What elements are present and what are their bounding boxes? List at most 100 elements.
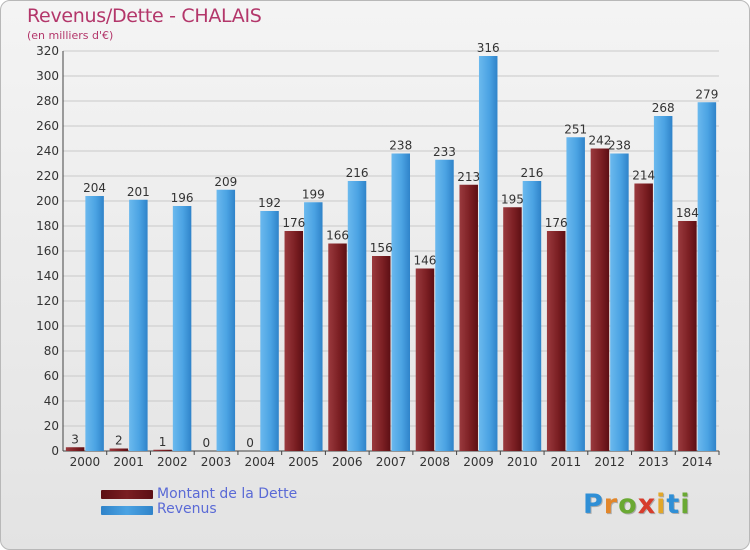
x-tick-label-2001: 2001 bbox=[113, 455, 144, 469]
bar-dette-2014 bbox=[678, 221, 697, 451]
bar-revenus-2004 bbox=[260, 211, 279, 451]
x-tick-label-2013: 2013 bbox=[638, 455, 669, 469]
x-tick-label-2004: 2004 bbox=[245, 455, 276, 469]
logo-letter: i bbox=[680, 489, 691, 520]
bar-dette-2009 bbox=[459, 184, 478, 451]
proxiti-logo: Proxiti bbox=[583, 489, 691, 520]
legend-swatch-dette bbox=[101, 490, 153, 499]
bar-revenus-2007 bbox=[391, 153, 410, 451]
y-tick-label: 140 bbox=[36, 269, 59, 283]
bar-dette-2000 bbox=[65, 447, 85, 451]
data-label-dette-2004: 0 bbox=[246, 436, 254, 450]
bars bbox=[65, 56, 717, 451]
x-tick-label-2014: 2014 bbox=[682, 455, 713, 469]
bar-revenus-2011 bbox=[566, 137, 585, 451]
y-tick-label: 240 bbox=[36, 144, 59, 158]
y-tick-label: 220 bbox=[36, 169, 59, 183]
bar-revenus-2012 bbox=[610, 153, 629, 451]
bar-dette-2010 bbox=[503, 207, 522, 451]
y-tick-label: 120 bbox=[36, 294, 59, 308]
x-tick-label-2006: 2006 bbox=[332, 455, 363, 469]
data-label-dette-2011: 176 bbox=[545, 216, 568, 230]
data-label-dette-2001: 2 bbox=[115, 434, 123, 448]
legend-label-revenus: Revenus bbox=[157, 501, 217, 517]
data-label-revenus-2004: 192 bbox=[258, 196, 281, 210]
data-label-dette-2012: 242 bbox=[588, 134, 611, 148]
y-tick-label: 60 bbox=[44, 369, 59, 383]
x-tick-label-2008: 2008 bbox=[419, 455, 450, 469]
bar-dette-2011 bbox=[546, 231, 566, 451]
data-label-revenus-2011: 251 bbox=[564, 122, 587, 136]
bar-revenus-2008 bbox=[435, 159, 454, 451]
data-label-dette-2010: 195 bbox=[501, 192, 524, 206]
data-label-dette-2006: 166 bbox=[326, 229, 349, 243]
data-label-dette-2002: 1 bbox=[159, 435, 167, 449]
logo-letter: t bbox=[666, 489, 681, 520]
bar-dette-2012 bbox=[590, 148, 610, 451]
y-tick-label: 0 bbox=[51, 444, 59, 458]
data-label-dette-2008: 146 bbox=[414, 254, 437, 268]
legend-label-dette: Montant de la Dette bbox=[157, 486, 298, 502]
y-tick-label: 160 bbox=[36, 244, 59, 258]
data-label-dette-2000: 3 bbox=[71, 432, 79, 446]
x-tick-label-2000: 2000 bbox=[70, 455, 101, 469]
x-tick-label-2011: 2011 bbox=[551, 455, 582, 469]
logo-letter: o bbox=[618, 489, 638, 520]
x-tick-label-2010: 2010 bbox=[507, 455, 538, 469]
y-tick-label: 320 bbox=[36, 44, 59, 58]
logo-letter: P bbox=[583, 489, 604, 520]
x-tick-label-2012: 2012 bbox=[594, 455, 625, 469]
chart-title: Revenus/Dette - CHALAIS bbox=[27, 5, 262, 27]
logo-letter: r bbox=[603, 489, 619, 520]
data-label-revenus-2005: 199 bbox=[302, 187, 325, 201]
data-label-revenus-2009: 316 bbox=[477, 41, 500, 55]
data-label-revenus-2006: 216 bbox=[346, 166, 369, 180]
logo-letter: i bbox=[656, 489, 667, 520]
x-tick-label-2002: 2002 bbox=[157, 455, 188, 469]
bar-revenus-2001 bbox=[129, 199, 148, 451]
data-label-dette-2003: 0 bbox=[202, 436, 210, 450]
bar-revenus-2003 bbox=[216, 189, 236, 451]
data-label-revenus-2002: 196 bbox=[171, 191, 194, 205]
data-label-dette-2009: 213 bbox=[457, 170, 480, 184]
x-tick-label-2009: 2009 bbox=[463, 455, 494, 469]
bar-revenus-2005 bbox=[304, 202, 323, 451]
y-tick-label: 80 bbox=[44, 344, 59, 358]
bar-dette-2006 bbox=[328, 243, 347, 451]
bar-revenus-2000 bbox=[85, 196, 104, 451]
axes: 0204060801001201401601802002202402602803… bbox=[36, 44, 720, 469]
x-tick-label-2003: 2003 bbox=[201, 455, 232, 469]
y-tick-label: 200 bbox=[36, 194, 59, 208]
bar-revenus-2006 bbox=[347, 181, 367, 451]
bar-revenus-2013 bbox=[653, 116, 673, 451]
x-tick-label-2007: 2007 bbox=[376, 455, 407, 469]
data-label-revenus-2001: 201 bbox=[127, 185, 150, 199]
chart-subtitle: (en milliers d'€) bbox=[27, 29, 114, 42]
data-label-revenus-2003: 209 bbox=[214, 175, 237, 189]
y-tick-label: 40 bbox=[44, 394, 59, 408]
x-tick-label-2005: 2005 bbox=[288, 455, 319, 469]
data-label-revenus-2010: 216 bbox=[520, 166, 543, 180]
legend-swatch-revenus bbox=[101, 506, 153, 515]
data-label-dette-2005: 176 bbox=[282, 216, 305, 230]
data-label-revenus-2013: 268 bbox=[652, 101, 675, 115]
data-label-dette-2013: 214 bbox=[632, 169, 655, 183]
bar-dette-2002 bbox=[153, 449, 172, 451]
bar-dette-2013 bbox=[634, 183, 653, 451]
logo-letter: x bbox=[637, 489, 657, 520]
data-label-dette-2007: 156 bbox=[370, 241, 393, 255]
bar-revenus-2010 bbox=[522, 181, 542, 451]
data-label-revenus-2007: 238 bbox=[389, 139, 412, 153]
bar-revenus-2002 bbox=[172, 206, 192, 451]
y-tick-label: 100 bbox=[36, 319, 59, 333]
data-label-revenus-2008: 233 bbox=[433, 145, 456, 159]
grid-lines bbox=[63, 50, 719, 427]
y-tick-label: 280 bbox=[36, 94, 59, 108]
bar-dette-2005 bbox=[284, 231, 304, 451]
bar-dette-2007 bbox=[372, 256, 391, 451]
y-tick-label: 260 bbox=[36, 119, 59, 133]
bar-revenus-2009 bbox=[478, 56, 498, 451]
data-label-revenus-2014: 279 bbox=[695, 87, 718, 101]
